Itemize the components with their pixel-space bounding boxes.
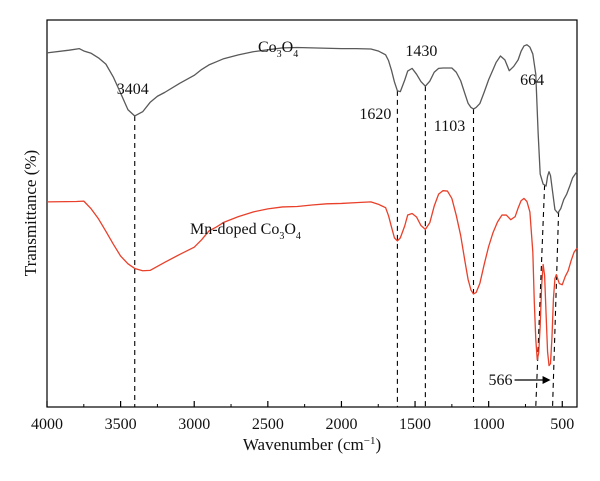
peak-label-1430: 1430 — [405, 43, 437, 60]
x-tick-label-3000: 3000 — [178, 416, 210, 433]
x-axis-tick-labels: 4000 3500 3000 2500 2000 1500 1000 500 — [31, 416, 574, 433]
x-tick-label-4000: 4000 — [31, 416, 63, 433]
plot-frame — [46, 19, 578, 408]
x-tick-label-1500: 1500 — [399, 416, 431, 433]
x-tick-label-1000: 1000 — [473, 416, 505, 433]
x-tick-label-2000: 2000 — [325, 416, 357, 433]
arrow-566-head — [542, 376, 551, 384]
x-axis-title: Wavenumber (cm−1) — [243, 435, 381, 454]
peak-label-1103: 1103 — [434, 118, 465, 135]
x-tick-label-500: 500 — [550, 416, 574, 433]
peak-label-3404: 3404 — [117, 81, 149, 98]
guide-line-566 — [552, 211, 560, 408]
y-axis-title: Transmittance (%) — [21, 150, 40, 276]
series-line-mn-doped — [46, 190, 578, 367]
guide-line-664 — [535, 185, 546, 408]
peak-guide-lines — [134, 86, 560, 408]
series-label-co3o4: Co3O4 — [258, 39, 298, 60]
x-axis-ticks — [46, 401, 563, 407]
peak-annotations: 3404 1620 1430 1103 664 566 — [117, 43, 551, 389]
peak-label-566: 566 — [489, 372, 513, 389]
plot-area: 4000 3500 3000 2500 2000 1500 1000 500 — [31, 19, 578, 433]
series-label-mn-doped: Mn-doped Co3O4 — [190, 221, 301, 242]
x-tick-label-2500: 2500 — [252, 416, 284, 433]
x-tick-label-3500: 3500 — [105, 416, 137, 433]
peak-label-664: 664 — [520, 72, 544, 89]
peak-label-1620: 1620 — [359, 106, 391, 123]
series-line-co3o4 — [46, 44, 578, 214]
series-group — [46, 44, 578, 367]
